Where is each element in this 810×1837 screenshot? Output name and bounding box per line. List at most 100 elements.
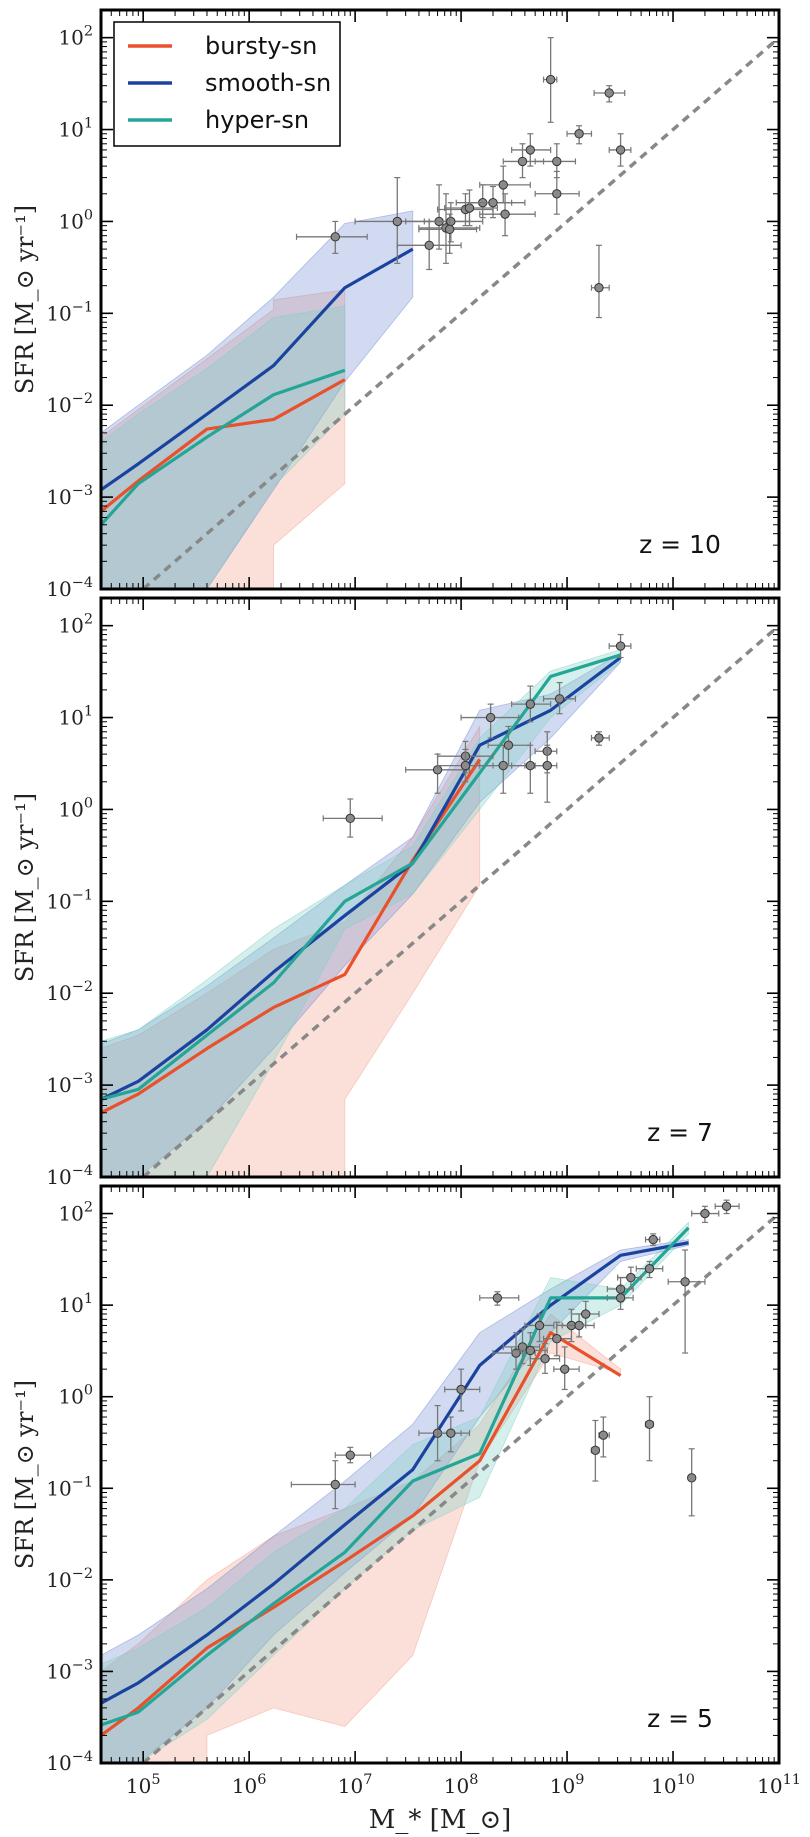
observation-marker xyxy=(554,694,565,704)
observation-marker xyxy=(542,760,552,771)
observation-point xyxy=(542,1321,573,1357)
legend-label-hyper-sn: hyper-sn xyxy=(205,106,309,134)
observation-point xyxy=(691,1205,720,1224)
observation-point xyxy=(534,170,580,215)
observation-marker xyxy=(498,180,508,190)
observation-marker xyxy=(444,224,455,235)
observation-point xyxy=(590,244,610,319)
observation-point xyxy=(460,703,520,739)
observation-marker xyxy=(424,240,434,250)
bursty-sn-line xyxy=(101,378,346,513)
observation-marker xyxy=(559,1364,570,1374)
observation-point xyxy=(511,133,552,167)
observation-marker xyxy=(598,1430,609,1440)
observation-marker xyxy=(574,1320,584,1331)
observation-point xyxy=(534,143,577,179)
observation-point xyxy=(436,1416,471,1453)
observation-marker xyxy=(615,641,626,651)
observation-marker xyxy=(626,1272,636,1283)
observation-point xyxy=(502,1328,541,1365)
observation-point xyxy=(295,220,368,254)
smooth-sn-line xyxy=(101,656,622,1101)
observation-point xyxy=(714,1199,740,1215)
legend-label-bursty-sn: bursty-sn xyxy=(205,32,317,60)
y-tick-label: 10−3 xyxy=(46,1071,93,1097)
observation-point xyxy=(534,744,558,803)
observation-marker xyxy=(345,813,355,824)
observation-marker xyxy=(540,1354,550,1364)
bursty-sn-band xyxy=(101,289,346,589)
observation-marker xyxy=(594,733,604,743)
observation-marker xyxy=(590,1445,601,1455)
observation-point xyxy=(511,685,552,723)
y-tick-label: 10−1 xyxy=(46,1474,93,1500)
observation-marker xyxy=(460,760,471,771)
observation-point xyxy=(608,633,632,659)
observation-point xyxy=(686,1448,697,1517)
y-tick-label: 101 xyxy=(58,704,93,730)
x-tick-label: 109 xyxy=(550,1772,585,1798)
observation-point xyxy=(468,185,526,219)
hyper-sn-band xyxy=(101,648,621,1177)
observation-marker xyxy=(492,1293,503,1303)
y-tick-label: 101 xyxy=(58,1291,93,1317)
y-tick-label: 10−4 xyxy=(46,1163,93,1189)
observation-point xyxy=(479,193,536,237)
observation-point xyxy=(487,725,531,767)
redshift-label: z = 7 xyxy=(647,1118,713,1147)
observation-point xyxy=(570,1300,600,1327)
observation-marker xyxy=(581,1309,591,1319)
x-tick-label: 1010 xyxy=(651,1772,695,1798)
reference-line xyxy=(140,36,779,589)
observation-marker xyxy=(500,209,510,219)
observation-marker xyxy=(574,129,584,139)
y-tick-label: 101 xyxy=(58,116,93,142)
observation-marker xyxy=(686,1473,697,1483)
y-tick-label: 100 xyxy=(58,207,93,233)
observation-point xyxy=(561,1313,595,1338)
observation-point xyxy=(405,184,471,250)
observation-marker xyxy=(615,1293,626,1303)
x-tick-label: 1011 xyxy=(757,1772,801,1798)
observation-marker xyxy=(680,1277,690,1287)
observation-point xyxy=(608,133,632,167)
observation-point xyxy=(290,1460,356,1510)
panel-frame xyxy=(99,1184,781,1765)
observation-marker xyxy=(525,760,536,771)
observation-point xyxy=(644,1396,655,1462)
observation-point xyxy=(479,1291,520,1306)
observation-point xyxy=(553,1346,580,1391)
observation-point xyxy=(566,125,593,145)
y-tick-label: 10−4 xyxy=(46,575,93,601)
observation-marker xyxy=(485,712,496,723)
observation-point xyxy=(524,1313,555,1343)
observation-marker xyxy=(604,88,614,98)
y-tick-label: 10−1 xyxy=(46,299,93,325)
y-tick-label: 10−3 xyxy=(46,483,93,509)
observation-marker xyxy=(644,1419,655,1429)
y-tick-label: 10−2 xyxy=(46,979,93,1005)
observation-marker xyxy=(330,1479,340,1490)
observation-marker xyxy=(330,232,340,242)
plot-area xyxy=(101,624,779,1177)
observation-point xyxy=(334,1446,372,1464)
observation-marker xyxy=(700,1208,710,1219)
observation-point xyxy=(590,731,610,746)
observation-point xyxy=(444,189,498,227)
observation-point xyxy=(606,1285,634,1310)
observation-marker xyxy=(345,1450,355,1460)
observation-point xyxy=(617,1266,642,1290)
smooth-sn-line xyxy=(101,1241,689,1705)
panel-0: 10−4 10−3 10−2 10−1 100 101 102 SFR [M_⊙ yr⁻¹] z… xyxy=(11,8,781,601)
reference-line xyxy=(140,1212,779,1763)
observation-point xyxy=(502,143,545,179)
observation-marker xyxy=(534,1320,545,1331)
x-tick-label: 105 xyxy=(126,1772,161,1798)
hyper-sn-line xyxy=(101,368,346,526)
y-tick-label: 10−1 xyxy=(46,887,93,913)
observation-marker xyxy=(525,699,536,709)
y-tick-label: 102 xyxy=(58,1200,93,1226)
observation-marker xyxy=(503,740,514,750)
x-tick-label: 108 xyxy=(444,1772,479,1798)
